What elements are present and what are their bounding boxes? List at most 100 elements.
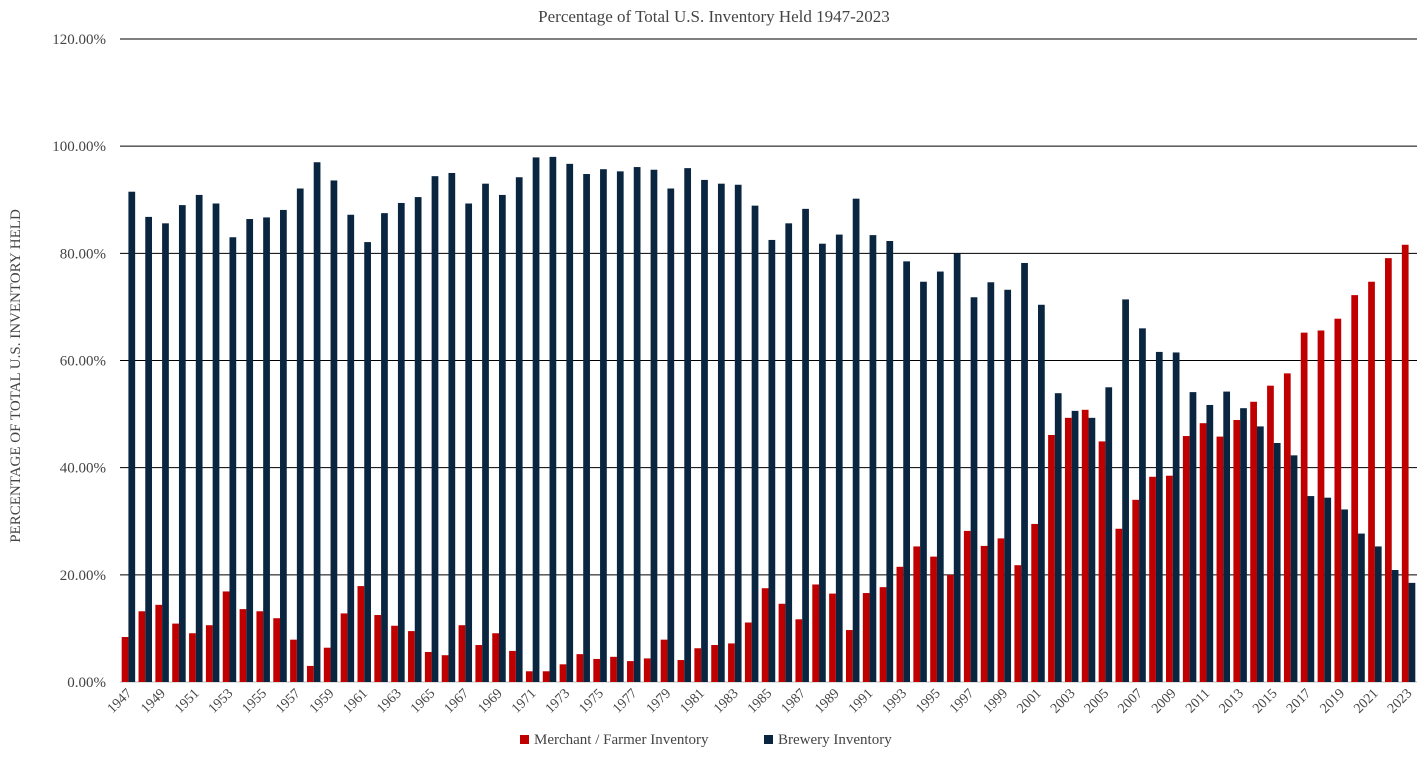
merchant-bar-1993 bbox=[896, 566, 904, 682]
merchant-bar-1986 bbox=[778, 603, 786, 682]
merchant-bar-1994 bbox=[913, 546, 921, 682]
brewery-bar-1965 bbox=[431, 176, 439, 682]
x-tick-label: 1999 bbox=[981, 686, 1011, 716]
brewery-bar-2002 bbox=[1054, 393, 1062, 682]
merchant-bar-1959 bbox=[323, 647, 331, 682]
merchant-bar-2000 bbox=[1014, 565, 1022, 682]
brewery-bar-1956 bbox=[280, 209, 287, 682]
merchant-bar-1963 bbox=[391, 625, 398, 682]
brewery-bar-1960 bbox=[347, 214, 355, 682]
x-tick-label: 1967 bbox=[442, 686, 472, 716]
y-tick-label: 100.00% bbox=[52, 139, 106, 155]
brewery-bar-1953 bbox=[229, 237, 237, 682]
x-tick-label: 1987 bbox=[779, 686, 809, 716]
merchant-bar-1977 bbox=[627, 661, 634, 682]
merchant-bar-1966 bbox=[441, 655, 449, 682]
merchant-bar-1948 bbox=[138, 611, 146, 682]
merchant-bar-1973 bbox=[559, 664, 567, 682]
brewery-bar-1979 bbox=[667, 188, 675, 682]
legend: Merchant / Farmer Inventory Brewery Inven… bbox=[520, 732, 892, 748]
merchant-bar-1995 bbox=[930, 556, 937, 682]
merchant-bar-1957 bbox=[290, 639, 297, 682]
merchant-bar-1960 bbox=[340, 613, 348, 682]
brewery-bar-2017 bbox=[1307, 496, 1315, 682]
merchant-bar-2016 bbox=[1283, 373, 1291, 682]
brewery-bar-1977 bbox=[633, 167, 641, 683]
brewery-bar-2016 bbox=[1290, 455, 1298, 682]
merchant-bar-1998 bbox=[980, 545, 988, 682]
brewery-bar-1994 bbox=[920, 281, 927, 682]
brewery-bar-1991 bbox=[869, 235, 877, 683]
brewery-bar-2007 bbox=[1139, 328, 1146, 682]
brewery-bar-2020 bbox=[1358, 533, 1365, 682]
merchant-bar-1999 bbox=[997, 538, 1005, 682]
merchant-bar-1990 bbox=[845, 630, 853, 682]
y-tick-label: 120.00% bbox=[52, 32, 106, 48]
brewery-bar-2023 bbox=[1408, 582, 1416, 682]
x-tick-label: 1971 bbox=[509, 686, 539, 716]
x-tick-label: 1973 bbox=[543, 686, 573, 716]
brewery-bar-2011 bbox=[1206, 404, 1214, 682]
merchant-bar-2012 bbox=[1216, 436, 1224, 682]
x-tick-label: 2009 bbox=[1149, 686, 1179, 716]
brewery-bar-1949 bbox=[162, 223, 169, 682]
brewery-bar-2021 bbox=[1374, 546, 1382, 682]
brewery-bar-2012 bbox=[1223, 391, 1231, 682]
brewery-bar-1988 bbox=[819, 243, 826, 682]
brewery-bar-2000 bbox=[1021, 262, 1028, 682]
x-tick-label: 2007 bbox=[1115, 686, 1145, 716]
merchant-bar-1956 bbox=[273, 618, 281, 682]
x-tick-label: 1969 bbox=[475, 686, 505, 716]
merchant-bar-2010 bbox=[1182, 436, 1190, 682]
x-tick-label: 1951 bbox=[172, 686, 202, 716]
merchant-bar-1950 bbox=[172, 623, 179, 682]
y-tick-label: 60.00% bbox=[60, 354, 106, 370]
brewery-bar-1971 bbox=[532, 157, 540, 682]
brewery-bar-1993 bbox=[903, 261, 910, 682]
brewery-bar-2014 bbox=[1256, 426, 1264, 682]
merchant-bar-1965 bbox=[424, 651, 432, 682]
merchant-bar-2005 bbox=[1098, 441, 1106, 682]
brewery-bar-2005 bbox=[1105, 387, 1113, 682]
merchant-bar-1958 bbox=[306, 665, 314, 682]
x-tick-label: 1947 bbox=[105, 686, 135, 716]
x-tick-label: 1965 bbox=[408, 686, 438, 716]
y-tick-label: 40.00% bbox=[60, 461, 106, 477]
merchant-bar-2003 bbox=[1064, 417, 1072, 682]
brewery-bar-2013 bbox=[1240, 408, 1247, 682]
merchant-bar-1982 bbox=[711, 645, 718, 682]
brewery-bar-1958 bbox=[313, 162, 321, 682]
merchant-bar-2023 bbox=[1401, 244, 1409, 682]
brewery-bar-1995 bbox=[936, 271, 944, 682]
merchant-bar-1975 bbox=[593, 658, 601, 682]
brewery-bar-1952 bbox=[212, 203, 220, 682]
brewery-bar-1981 bbox=[701, 179, 708, 682]
legend-label-brewery: Brewery Inventory bbox=[778, 732, 892, 748]
brewery-bar-2009 bbox=[1172, 352, 1180, 682]
merchant-bar-1947 bbox=[121, 636, 129, 682]
merchant-bar-2008 bbox=[1149, 476, 1156, 682]
brewery-bar-1970 bbox=[515, 177, 523, 682]
merchant-bar-1974 bbox=[576, 654, 584, 682]
y-axis-ticks: 0.00% 20.00% 40.00% 60.00% 80.00% 100.00% 120.… bbox=[52, 32, 106, 691]
merchant-bar-1996 bbox=[947, 574, 954, 682]
x-tick-label: 1963 bbox=[374, 686, 404, 716]
merchant-bar-2004 bbox=[1081, 409, 1089, 682]
merchant-bar-1954 bbox=[239, 609, 247, 682]
merchant-bar-2021 bbox=[1368, 281, 1375, 682]
merchant-bar-2020 bbox=[1351, 295, 1359, 682]
brewery-bar-2008 bbox=[1155, 351, 1163, 682]
brewery-bar-2001 bbox=[1038, 304, 1045, 682]
x-tick-label: 2017 bbox=[1284, 686, 1314, 716]
brewery-bar-1982 bbox=[717, 183, 725, 683]
merchant-bar-2015 bbox=[1267, 385, 1274, 682]
x-tick-label: 1975 bbox=[576, 686, 606, 716]
x-tick-label: 1959 bbox=[307, 686, 337, 716]
merchant-bar-2009 bbox=[1166, 475, 1173, 682]
brewery-bar-2010 bbox=[1189, 392, 1197, 682]
merchant-bar-2019 bbox=[1334, 318, 1342, 682]
brewery-bar-1961 bbox=[364, 242, 371, 683]
y-tick-label: 0.00% bbox=[67, 675, 106, 691]
brewery-bar-2006 bbox=[1122, 299, 1129, 682]
